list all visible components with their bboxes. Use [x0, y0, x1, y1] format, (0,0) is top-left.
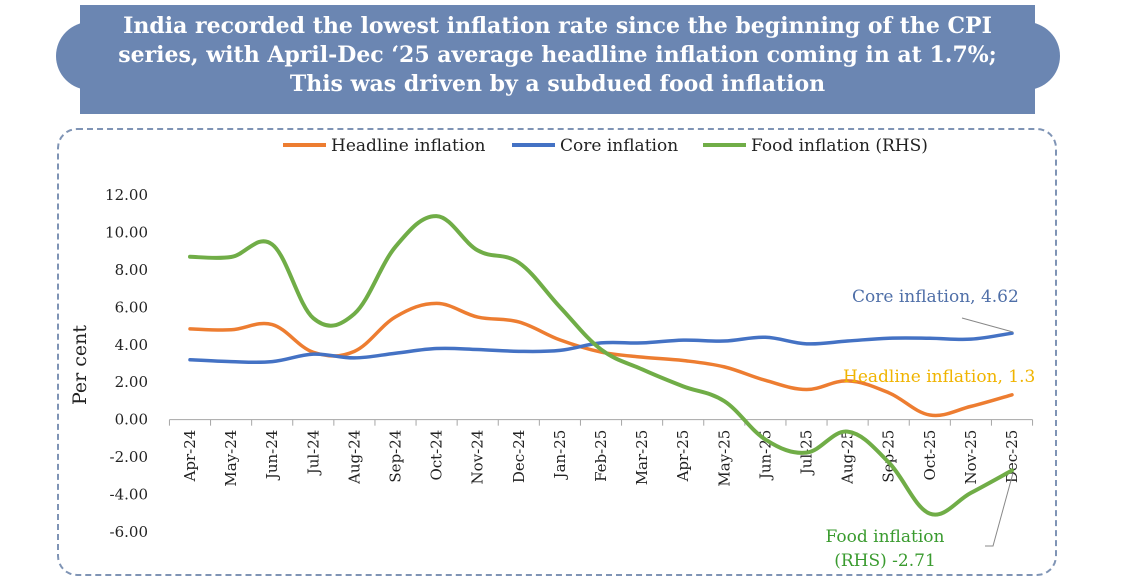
x-axis: Apr-24 May-24 Jun-24 Jul-24 Aug-24 Sep-24 Oct-… — [168, 419, 1034, 487]
series-group — [188, 214, 1014, 517]
annotation-food-line-1: Food inflation — [826, 527, 945, 547]
x-tick-label: Aug-24 — [345, 430, 363, 485]
y-tick-label: 2.00 — [115, 373, 148, 391]
y-tick-label: -6.00 — [110, 523, 148, 541]
annotation-core-leader — [961, 317, 1014, 333]
legend: Headline inflation Core inflation Food i… — [283, 136, 928, 156]
annotation-headline: Headline inflation, 1.3 — [843, 367, 1035, 387]
x-tick-label: May-25 — [715, 430, 733, 487]
series-core-line — [188, 331, 1014, 365]
legend-label-food: Food inflation (RHS) — [751, 136, 928, 156]
chart-title-line-2: series, with April-Dec ‘25 average headl… — [118, 42, 997, 68]
annotation-core: Core inflation, 4.62 — [852, 287, 1019, 307]
title-banner-left-cap — [56, 22, 116, 90]
x-tick-label: Apr-25 — [674, 430, 692, 483]
y-tick-label: 0.00 — [115, 411, 148, 429]
x-tick-label: Feb-25 — [592, 430, 610, 482]
x-tick-label: Dec-25 — [1003, 430, 1021, 483]
y-axis-title: Per cent — [69, 325, 91, 405]
title-banner — [80, 5, 1035, 114]
x-tick-label: Mar-25 — [633, 430, 651, 486]
x-tick-label: Nov-25 — [962, 430, 980, 485]
x-tick-label: Aug-25 — [839, 430, 857, 485]
annotation-food-leader — [985, 472, 1014, 547]
legend-label-core: Core inflation — [560, 136, 678, 156]
chart-title-line-1: India recorded the lowest inflation rate… — [123, 13, 992, 39]
y-tick-label: -2.00 — [110, 448, 148, 466]
y-tick-label: 8.00 — [115, 261, 148, 279]
x-tick-label: Jun-24 — [263, 430, 281, 482]
legend-label-headline: Headline inflation — [331, 136, 486, 156]
annotation-food-line-2: (RHS) -2.71 — [834, 551, 936, 571]
y-axis-ticks: 12.00 10.00 8.00 6.00 4.00 2.00 0.00 -2.00 -4.00… — [105, 186, 148, 541]
series-food-line — [188, 214, 1014, 517]
x-tick-label: May-24 — [222, 430, 240, 487]
x-tick-label: Dec-24 — [510, 430, 528, 483]
chart-title: India recorded the lowest inflation rate… — [80, 12, 1035, 99]
y-tick-label: 12.00 — [105, 186, 148, 204]
y-tick-label: 10.00 — [105, 223, 148, 241]
x-tick-label: Nov-24 — [469, 430, 487, 485]
chart-title-line-3: This was driven by a subdued food inflat… — [289, 71, 826, 97]
x-tick-label: Oct-24 — [428, 430, 446, 481]
x-tick-label: Oct-25 — [921, 430, 939, 481]
x-tick-label: Sep-24 — [387, 430, 405, 483]
x-tick-label: Apr-24 — [181, 430, 199, 483]
y-tick-label: 6.00 — [115, 298, 148, 316]
x-tick-label: Jul-24 — [304, 430, 322, 477]
y-tick-label: -4.00 — [110, 486, 148, 504]
x-tick-label: Jan-25 — [551, 430, 569, 481]
y-tick-label: 4.00 — [115, 336, 148, 354]
chart-frame — [57, 128, 1057, 576]
title-banner-right-cap — [1000, 22, 1060, 90]
